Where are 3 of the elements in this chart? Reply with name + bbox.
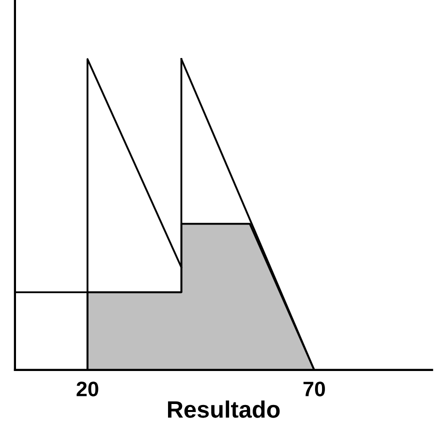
x-axis-title: Resultado [168,400,280,418]
x-tick-label: 20 [76,382,98,396]
x-tick-label: 70 [304,382,325,396]
